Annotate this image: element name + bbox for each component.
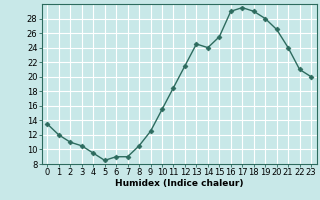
X-axis label: Humidex (Indice chaleur): Humidex (Indice chaleur) — [115, 179, 244, 188]
